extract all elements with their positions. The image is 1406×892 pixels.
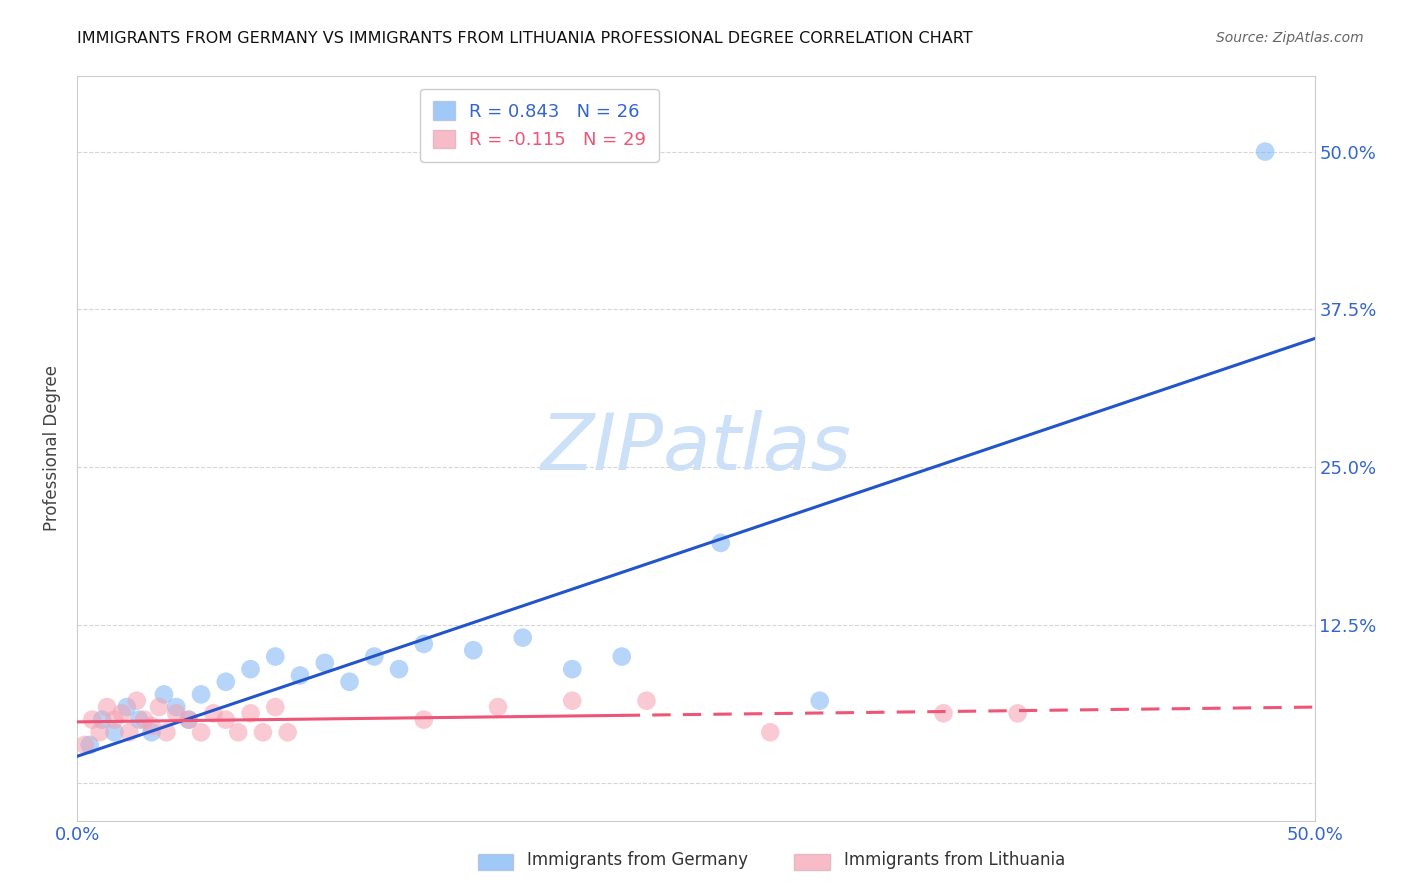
Point — [165, 700, 187, 714]
Point — [202, 706, 225, 721]
Point — [165, 706, 187, 721]
Point — [412, 713, 434, 727]
Point — [118, 725, 141, 739]
Point — [190, 725, 212, 739]
Text: ZIPatlas: ZIPatlas — [540, 410, 852, 486]
Point — [1007, 706, 1029, 721]
Point — [561, 662, 583, 676]
Point — [148, 700, 170, 714]
Point — [91, 713, 114, 727]
Point — [486, 700, 509, 714]
Point — [177, 713, 200, 727]
Text: Immigrants from Germany: Immigrants from Germany — [527, 851, 748, 869]
Point — [932, 706, 955, 721]
Point — [111, 706, 134, 721]
Point — [141, 719, 163, 733]
Point — [128, 713, 150, 727]
Point — [561, 694, 583, 708]
Point — [141, 725, 163, 739]
Point — [252, 725, 274, 739]
Point — [264, 649, 287, 664]
Point — [96, 700, 118, 714]
Point — [759, 725, 782, 739]
Legend: R = 0.843   N = 26, R = -0.115   N = 29: R = 0.843 N = 26, R = -0.115 N = 29 — [420, 88, 659, 161]
Point — [134, 713, 156, 727]
Y-axis label: Professional Degree: Professional Degree — [44, 365, 62, 532]
Point — [277, 725, 299, 739]
Point — [73, 738, 96, 752]
Point — [363, 649, 385, 664]
Point — [339, 674, 361, 689]
Point — [82, 713, 104, 727]
Point — [412, 637, 434, 651]
Point — [239, 706, 262, 721]
Point — [264, 700, 287, 714]
Point — [636, 694, 658, 708]
Point — [610, 649, 633, 664]
Point — [103, 713, 125, 727]
Point — [314, 656, 336, 670]
Point — [388, 662, 411, 676]
Point — [1254, 145, 1277, 159]
Point — [808, 694, 831, 708]
Point — [463, 643, 485, 657]
Point — [512, 631, 534, 645]
Text: Immigrants from Lithuania: Immigrants from Lithuania — [844, 851, 1064, 869]
Text: Source: ZipAtlas.com: Source: ZipAtlas.com — [1216, 31, 1364, 45]
Point — [215, 713, 238, 727]
Point — [710, 536, 733, 550]
Text: IMMIGRANTS FROM GERMANY VS IMMIGRANTS FROM LITHUANIA PROFESSIONAL DEGREE CORRELA: IMMIGRANTS FROM GERMANY VS IMMIGRANTS FR… — [77, 31, 973, 46]
Point — [115, 700, 138, 714]
Point — [89, 725, 111, 739]
Point — [103, 725, 125, 739]
Point — [153, 687, 176, 701]
Point — [190, 687, 212, 701]
Point — [155, 725, 177, 739]
Point — [215, 674, 238, 689]
Point — [79, 738, 101, 752]
Point — [125, 694, 148, 708]
Point — [288, 668, 311, 682]
Point — [226, 725, 249, 739]
Point — [239, 662, 262, 676]
Point — [177, 713, 200, 727]
